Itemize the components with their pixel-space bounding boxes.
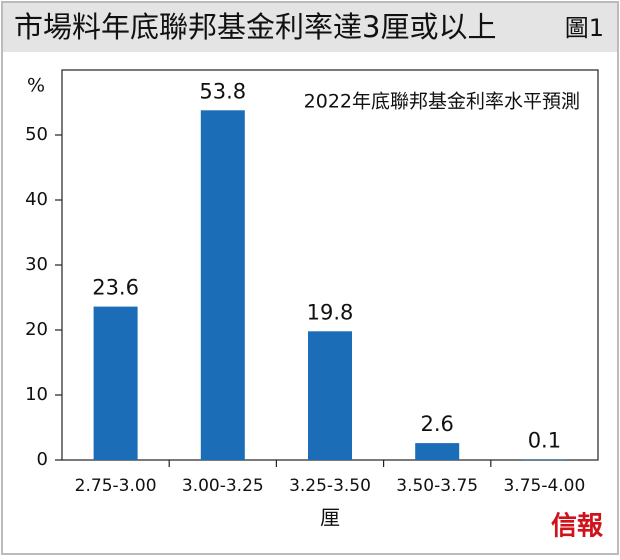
- x-tick-label: 3.00-3.25: [182, 476, 264, 496]
- y-tick-label: 10: [25, 384, 48, 405]
- value-label: 53.8: [199, 79, 246, 103]
- bar: [200, 110, 245, 461]
- figure-label: 圖1: [565, 14, 604, 42]
- y-tick-label: 40: [25, 189, 48, 210]
- y-axis-label: %: [27, 75, 45, 97]
- bar: [522, 459, 567, 460]
- title-bar: [2, 2, 618, 52]
- y-tick-label: 30: [25, 254, 48, 275]
- bar: [93, 306, 138, 460]
- bar: [308, 331, 352, 460]
- x-tick-label: 3.75-4.00: [503, 476, 585, 496]
- chart-title: 市場料年底聯邦基金利率達3厘或以上: [14, 10, 496, 44]
- y-tick-label: 20: [25, 319, 48, 340]
- value-label: 0.1: [528, 428, 561, 452]
- value-label: 2.6: [420, 412, 453, 436]
- bar: [415, 443, 460, 460]
- y-tick-label: 0: [37, 449, 48, 470]
- x-tick-label: 3.25-3.50: [289, 476, 371, 496]
- x-tick-label: 3.50-3.75: [396, 476, 478, 496]
- value-label: 23.6: [92, 276, 139, 300]
- y-tick-label: 50: [25, 124, 48, 145]
- value-label: 19.8: [307, 300, 354, 324]
- x-axis-label: 厘: [320, 506, 340, 530]
- logo: 信報: [551, 512, 604, 542]
- annotation: 2022年底聯邦基金利率水平預測: [304, 91, 580, 113]
- x-tick-label: 2.75-3.00: [75, 476, 157, 496]
